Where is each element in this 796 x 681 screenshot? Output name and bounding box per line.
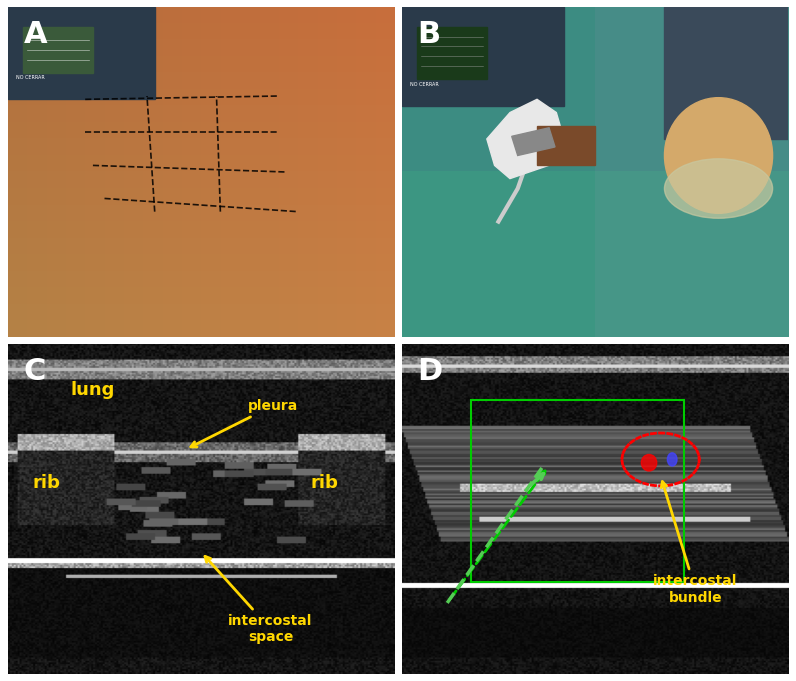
Bar bbox=[23, 27, 93, 73]
Bar bbox=[471, 400, 684, 582]
Bar bbox=[665, 7, 788, 139]
Text: NO CERRAR: NO CERRAR bbox=[410, 82, 439, 87]
Text: A: A bbox=[23, 20, 47, 49]
Bar bbox=[8, 7, 154, 99]
Ellipse shape bbox=[665, 97, 773, 213]
Text: intercostal
space: intercostal space bbox=[205, 556, 313, 644]
Text: C: C bbox=[23, 357, 46, 386]
Polygon shape bbox=[487, 99, 564, 178]
Text: B: B bbox=[417, 20, 440, 49]
Bar bbox=[537, 126, 595, 165]
Ellipse shape bbox=[642, 454, 657, 471]
Text: D: D bbox=[417, 357, 443, 386]
Text: rib: rib bbox=[33, 473, 60, 492]
Ellipse shape bbox=[665, 159, 773, 218]
Bar bbox=[402, 7, 564, 106]
Bar bbox=[512, 128, 555, 155]
Bar bbox=[417, 27, 487, 80]
Ellipse shape bbox=[667, 453, 677, 466]
Text: intercostal
bundle: intercostal bundle bbox=[654, 481, 738, 605]
Text: pleura: pleura bbox=[191, 399, 298, 447]
Text: NO CERRAR: NO CERRAR bbox=[16, 76, 45, 80]
Text: lung: lung bbox=[71, 381, 115, 399]
Text: rib: rib bbox=[310, 473, 338, 492]
